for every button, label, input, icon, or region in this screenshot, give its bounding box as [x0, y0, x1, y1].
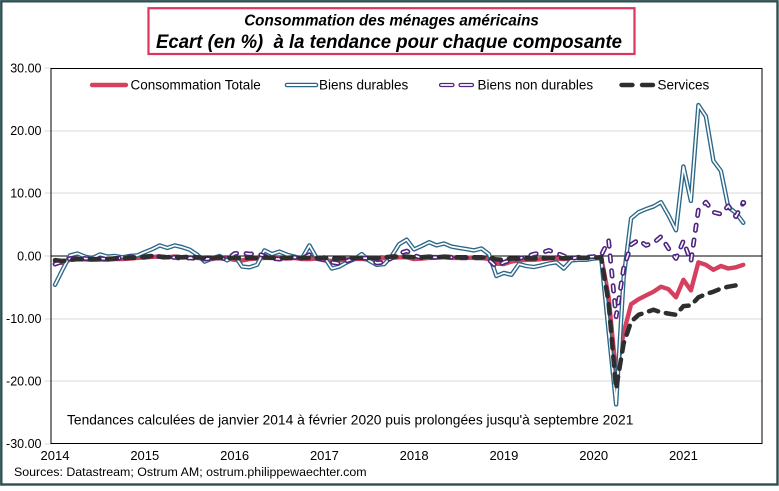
svg-text:Biens durables: Biens durables [319, 78, 409, 93]
svg-text:2018: 2018 [400, 448, 429, 463]
svg-text:0.00: 0.00 [17, 249, 41, 263]
svg-text:2019: 2019 [489, 448, 518, 463]
svg-text:-10.00: -10.00 [6, 312, 41, 326]
svg-text:2021: 2021 [669, 448, 698, 463]
svg-text:Tendances calculées de janvier: Tendances calculées de janvier 2014 à fé… [67, 413, 633, 428]
svg-text:Sources: Datastream; Ostrum AM: Sources: Datastream; Ostrum AM; ostrum.p… [14, 465, 367, 479]
svg-text:Consommation des ménages améri: Consommation des ménages américains [244, 12, 539, 29]
svg-text:Biens non durables: Biens non durables [478, 78, 594, 93]
svg-text:-30.00: -30.00 [6, 437, 41, 451]
svg-text:20.00: 20.00 [10, 124, 41, 138]
svg-text:2015: 2015 [130, 448, 159, 463]
svg-text:2017: 2017 [310, 448, 339, 463]
svg-text:Consommation Totale: Consommation Totale [131, 78, 261, 93]
svg-text:Services: Services [658, 78, 710, 93]
svg-text:30.00: 30.00 [10, 62, 41, 76]
svg-text:Ecart (en %) à la tendance po: Ecart (en %) à la tendance pour chaque c… [156, 32, 622, 53]
svg-text:2014: 2014 [41, 448, 70, 463]
svg-text:2016: 2016 [220, 448, 249, 463]
svg-text:10.00: 10.00 [10, 187, 41, 201]
svg-text:-20.00: -20.00 [6, 375, 41, 389]
svg-text:2020: 2020 [579, 448, 608, 463]
